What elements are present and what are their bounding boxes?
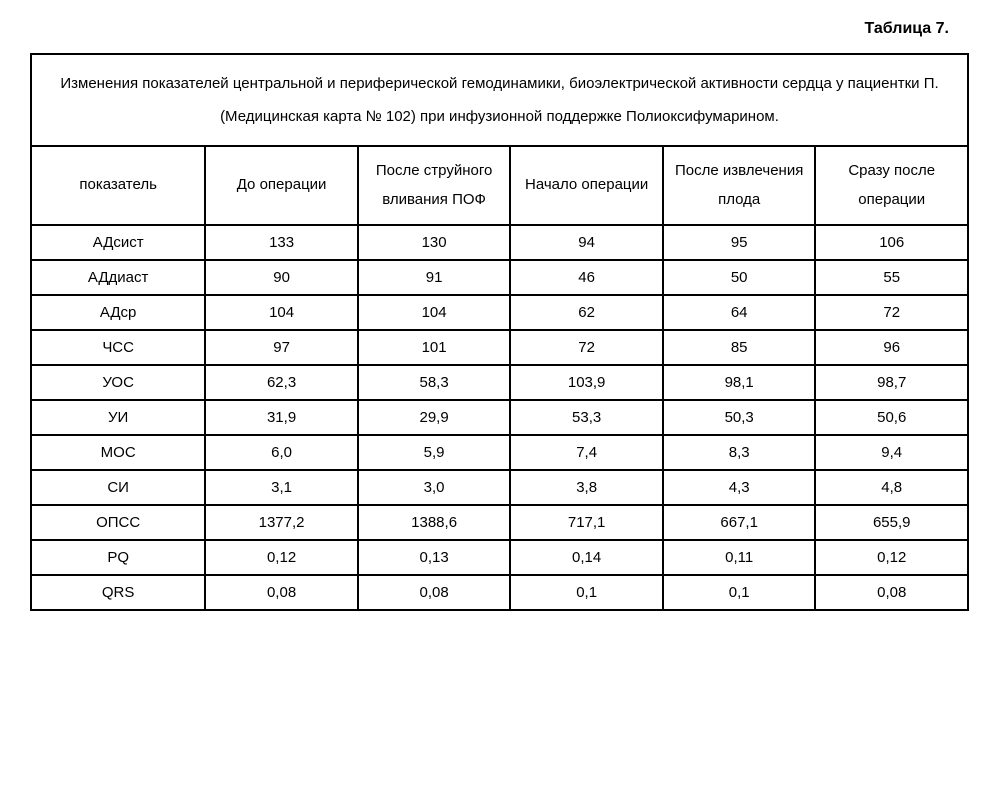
value-cell: 9,4 bbox=[815, 435, 968, 470]
value-cell: 1388,6 bbox=[358, 505, 511, 540]
col-header-start-op: Начало операции bbox=[510, 146, 663, 225]
value-cell: 53,3 bbox=[510, 400, 663, 435]
value-cell: 0,14 bbox=[510, 540, 663, 575]
value-cell: 90 bbox=[205, 260, 358, 295]
value-cell: 0,11 bbox=[663, 540, 816, 575]
col-header-after-op: Сразу после операции bbox=[815, 146, 968, 225]
value-cell: 103,9 bbox=[510, 365, 663, 400]
indicator-cell: УИ bbox=[31, 400, 205, 435]
value-cell: 46 bbox=[510, 260, 663, 295]
value-cell: 29,9 bbox=[358, 400, 511, 435]
table-label: Таблица 7. bbox=[30, 20, 969, 38]
value-cell: 0,08 bbox=[205, 575, 358, 610]
table-row: СИ 3,1 3,0 3,8 4,3 4,8 bbox=[31, 470, 968, 505]
value-cell: 133 bbox=[205, 225, 358, 260]
value-cell: 50,3 bbox=[663, 400, 816, 435]
col-header-after-extraction: После извлечения плода bbox=[663, 146, 816, 225]
indicator-cell: ЧСС bbox=[31, 330, 205, 365]
value-cell: 31,9 bbox=[205, 400, 358, 435]
table-row: АДдиаст 90 91 46 50 55 bbox=[31, 260, 968, 295]
value-cell: 0,08 bbox=[815, 575, 968, 610]
value-cell: 7,4 bbox=[510, 435, 663, 470]
table-row: PQ 0,12 0,13 0,14 0,11 0,12 bbox=[31, 540, 968, 575]
value-cell: 62 bbox=[510, 295, 663, 330]
value-cell: 8,3 bbox=[663, 435, 816, 470]
value-cell: 94 bbox=[510, 225, 663, 260]
value-cell: 717,1 bbox=[510, 505, 663, 540]
value-cell: 104 bbox=[358, 295, 511, 330]
value-cell: 72 bbox=[815, 295, 968, 330]
value-cell: 6,0 bbox=[205, 435, 358, 470]
value-cell: 4,8 bbox=[815, 470, 968, 505]
value-cell: 97 bbox=[205, 330, 358, 365]
table-row: УОС 62,3 58,3 103,9 98,1 98,7 bbox=[31, 365, 968, 400]
value-cell: 0,12 bbox=[815, 540, 968, 575]
value-cell: 0,13 bbox=[358, 540, 511, 575]
value-cell: 3,8 bbox=[510, 470, 663, 505]
table-row: ЧСС 97 101 72 85 96 bbox=[31, 330, 968, 365]
indicator-cell: АДср bbox=[31, 295, 205, 330]
indicator-cell: АДдиаст bbox=[31, 260, 205, 295]
value-cell: 98,1 bbox=[663, 365, 816, 400]
value-cell: 667,1 bbox=[663, 505, 816, 540]
value-cell: 4,3 bbox=[663, 470, 816, 505]
table-body: АДсист 133 130 94 95 106 АДдиаст 90 91 4… bbox=[31, 225, 968, 610]
indicator-cell: PQ bbox=[31, 540, 205, 575]
table-row: УИ 31,9 29,9 53,3 50,3 50,6 bbox=[31, 400, 968, 435]
value-cell: 72 bbox=[510, 330, 663, 365]
value-cell: 85 bbox=[663, 330, 816, 365]
indicator-cell: УОС bbox=[31, 365, 205, 400]
col-header-indicator: показатель bbox=[31, 146, 205, 225]
value-cell: 50,6 bbox=[815, 400, 968, 435]
value-cell: 55 bbox=[815, 260, 968, 295]
value-cell: 50 bbox=[663, 260, 816, 295]
value-cell: 655,9 bbox=[815, 505, 968, 540]
table-row: АДсист 133 130 94 95 106 bbox=[31, 225, 968, 260]
col-header-before-op: До операции bbox=[205, 146, 358, 225]
value-cell: 3,0 bbox=[358, 470, 511, 505]
value-cell: 3,1 bbox=[205, 470, 358, 505]
value-cell: 0,1 bbox=[510, 575, 663, 610]
value-cell: 58,3 bbox=[358, 365, 511, 400]
value-cell: 5,9 bbox=[358, 435, 511, 470]
table-caption: Изменения показателей центральной и пери… bbox=[31, 54, 968, 146]
value-cell: 0,12 bbox=[205, 540, 358, 575]
indicator-cell: СИ bbox=[31, 470, 205, 505]
value-cell: 1377,2 bbox=[205, 505, 358, 540]
value-cell: 91 bbox=[358, 260, 511, 295]
value-cell: 0,08 bbox=[358, 575, 511, 610]
indicator-cell: АДсист bbox=[31, 225, 205, 260]
value-cell: 0,1 bbox=[663, 575, 816, 610]
col-header-after-infusion: После струйного вливания ПОФ bbox=[358, 146, 511, 225]
data-table: Изменения показателей центральной и пери… bbox=[30, 53, 969, 611]
value-cell: 64 bbox=[663, 295, 816, 330]
table-row: QRS 0,08 0,08 0,1 0,1 0,08 bbox=[31, 575, 968, 610]
value-cell: 62,3 bbox=[205, 365, 358, 400]
value-cell: 106 bbox=[815, 225, 968, 260]
value-cell: 95 bbox=[663, 225, 816, 260]
table-row: ОПСС 1377,2 1388,6 717,1 667,1 655,9 bbox=[31, 505, 968, 540]
indicator-cell: МОС bbox=[31, 435, 205, 470]
table-row: МОС 6,0 5,9 7,4 8,3 9,4 bbox=[31, 435, 968, 470]
value-cell: 96 bbox=[815, 330, 968, 365]
table-row: АДср 104 104 62 64 72 bbox=[31, 295, 968, 330]
value-cell: 130 bbox=[358, 225, 511, 260]
value-cell: 98,7 bbox=[815, 365, 968, 400]
indicator-cell: ОПСС bbox=[31, 505, 205, 540]
value-cell: 104 bbox=[205, 295, 358, 330]
header-row: показатель До операции После струйного в… bbox=[31, 146, 968, 225]
indicator-cell: QRS bbox=[31, 575, 205, 610]
value-cell: 101 bbox=[358, 330, 511, 365]
